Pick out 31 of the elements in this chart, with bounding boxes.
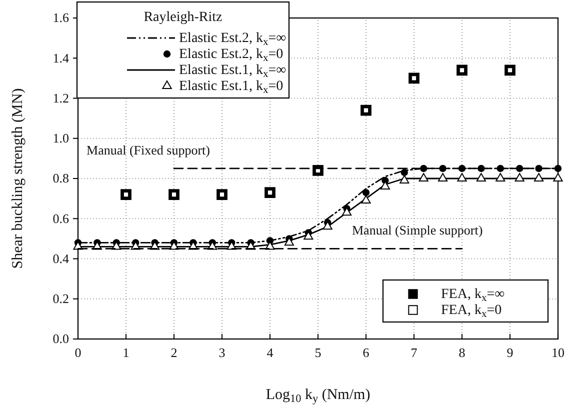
y-tick-label: 1.0	[52, 130, 69, 146]
legend-title: Rayleigh-Ritz	[144, 10, 222, 25]
legend-label: FEA, k$_{x}$=0	[441, 303, 502, 320]
series-label: Manual (Simple support)	[352, 222, 483, 238]
legend-label: Elastic Est.2, k$_{x}$=∞	[179, 31, 286, 48]
x-axis-title: Log$_{10}$ k$_{y}$ (Nm/m)	[266, 387, 370, 405]
x-tick-label: 3	[218, 345, 226, 360]
x-tick-label: 4	[266, 345, 274, 360]
y-tick-label: 0.6	[52, 210, 70, 226]
y-tick-label: 0.0	[52, 331, 69, 346]
x-tick-label: 6	[362, 345, 370, 360]
y-axis-title: Shear buckling strength (MN)	[10, 88, 26, 269]
x-tick-label: 9	[506, 345, 514, 360]
x-tick-label: 5	[314, 345, 322, 360]
x-tick-label: 1	[122, 345, 130, 360]
x-tick-label: 2	[170, 345, 178, 360]
x-tick-label: 8	[458, 345, 466, 360]
y-tick-label: 0.4	[52, 250, 70, 266]
x-tick-label: 0	[74, 345, 82, 360]
legend-label: FEA, k$_{x}$=∞	[441, 287, 505, 304]
series-label: Manual (Fixed support)	[86, 142, 210, 158]
y-tick-label: 1.6	[52, 10, 70, 26]
legend-label: Elastic Est.2, k$_{x}$=0	[179, 47, 284, 64]
y-tick-label: 1.2	[52, 90, 69, 106]
legend-label: Elastic Est.1, k$_{x}$=0	[179, 79, 284, 96]
y-tick-label: 1.4	[52, 50, 70, 66]
x-tick-label: 10	[552, 345, 564, 360]
legend-label: Elastic Est.1, k$_{x}$=∞	[179, 63, 286, 80]
x-tick-label: 7	[410, 345, 418, 360]
y-tick-label: 0.2	[52, 291, 69, 306]
y-tick-label: 0.8	[52, 170, 69, 186]
